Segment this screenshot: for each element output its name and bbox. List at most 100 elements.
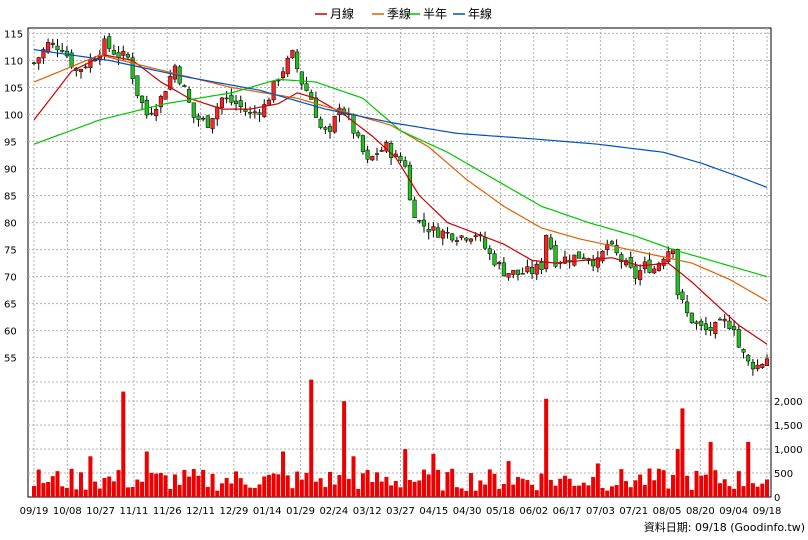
candle-down (191, 102, 196, 118)
y-tick-label: 110 (4, 56, 23, 67)
candle-down (360, 135, 365, 152)
candle-down (609, 241, 614, 245)
candle-down (436, 227, 441, 238)
candle-down (501, 262, 506, 277)
candle-down (248, 112, 253, 114)
volume-bar (389, 485, 394, 497)
volume-bar (309, 379, 314, 497)
legend-year: 年線 (468, 6, 492, 21)
candle-up (440, 230, 445, 239)
candle-down (135, 75, 140, 96)
volume-bar (548, 479, 553, 497)
x-tick-label: 07/21 (619, 506, 648, 517)
candle-down (243, 109, 248, 112)
volume-bar (379, 481, 384, 497)
y-tick-label: 60 (4, 327, 17, 338)
x-tick-label: 12/11 (186, 506, 215, 517)
volume-bar (426, 474, 431, 497)
x-tick-label: 03/12 (353, 506, 382, 517)
candle-up (50, 42, 55, 45)
candle-down (633, 265, 638, 279)
ma-line-2 (33, 78, 768, 278)
volume-bar (107, 476, 112, 497)
candle-down (741, 349, 746, 353)
legend-quarter: 季線 (387, 6, 411, 21)
volume-bar (595, 463, 600, 497)
volume-bar (187, 476, 192, 497)
volume-bar (511, 484, 516, 497)
volume-bar (520, 478, 525, 497)
volume-bar (525, 480, 530, 497)
volume-bar (356, 488, 361, 497)
volume-bar (407, 480, 412, 497)
volume-bar (689, 489, 694, 497)
volume-bar (130, 486, 135, 497)
candle-down (417, 220, 422, 222)
volume-bar (746, 441, 751, 497)
y-tick-label: 90 (4, 165, 17, 176)
volume-bar (116, 470, 121, 497)
volume-bar (177, 484, 182, 497)
candle-up (755, 364, 760, 370)
candle-down (421, 219, 427, 227)
candle-down (304, 83, 309, 91)
candle-down (130, 57, 135, 79)
volume-bar (238, 478, 243, 497)
candle-up (78, 69, 84, 72)
candle-up (290, 50, 295, 59)
candle-up (41, 49, 46, 59)
candle-up (163, 91, 168, 100)
volume-bar (506, 461, 511, 497)
volume-bar (276, 474, 281, 497)
volume-bar (694, 470, 699, 497)
y-tick-label: 100 (4, 110, 23, 121)
candle-up (271, 80, 276, 101)
volume-bar (440, 490, 445, 497)
candle-up (760, 363, 765, 368)
candle-down (327, 126, 333, 132)
volume-bar (365, 469, 370, 497)
candle-down (577, 251, 582, 259)
volume-bar (332, 484, 337, 497)
candle-down (313, 97, 318, 118)
volume-bar (215, 490, 220, 497)
volume-bar (558, 478, 563, 497)
legend-month: 月線 (330, 6, 354, 21)
candle-down (229, 94, 234, 103)
volume-bar (572, 485, 577, 497)
x-tick-label: 05/18 (486, 506, 515, 517)
volume-bar (360, 473, 365, 497)
candle-up (379, 149, 384, 152)
volume-bar (624, 481, 629, 497)
candle-down (140, 95, 145, 103)
volume-bar (544, 398, 549, 497)
volume-bar (614, 484, 619, 497)
candle-up (638, 270, 643, 281)
candle-down (389, 142, 394, 158)
candle-up (661, 258, 666, 266)
volume-bar (140, 481, 145, 497)
volume-bar (196, 475, 201, 497)
date-axis: 09/19 10/08 10/27 11/11 11/26 12/11 12/29 01/14… (20, 506, 782, 517)
x-tick-label: 04/30 (453, 506, 482, 517)
candle-down (257, 112, 262, 115)
candle-down (318, 118, 323, 128)
candle-down (548, 237, 553, 249)
volume-bar (50, 476, 55, 497)
volume-bar (135, 479, 140, 497)
volume-bar (708, 441, 713, 497)
volume-bar (445, 472, 450, 497)
candle-up (154, 109, 159, 117)
volume-bar (234, 471, 239, 497)
candle-down (187, 89, 192, 103)
volume-bar (83, 489, 88, 497)
candle-down (60, 49, 65, 52)
candle-down (412, 199, 417, 218)
candle-down (299, 71, 304, 85)
volume-bar (163, 475, 168, 497)
volume-bar (619, 469, 624, 497)
candle-down (515, 269, 521, 275)
candle-up (172, 65, 178, 80)
candle-up (219, 97, 224, 108)
volume-bar (370, 481, 375, 497)
